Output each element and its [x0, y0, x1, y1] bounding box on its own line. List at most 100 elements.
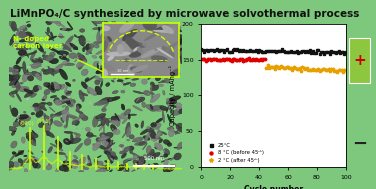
- Ellipse shape: [48, 85, 53, 90]
- 2 °C (after 45ᵗʰ): [267, 67, 271, 69]
- Ellipse shape: [171, 71, 174, 74]
- Ellipse shape: [174, 153, 181, 160]
- Ellipse shape: [158, 84, 164, 87]
- Ellipse shape: [164, 65, 170, 69]
- Ellipse shape: [136, 97, 140, 102]
- Ellipse shape: [79, 170, 84, 173]
- Ellipse shape: [11, 141, 17, 148]
- Ellipse shape: [19, 25, 27, 30]
- Ellipse shape: [120, 70, 123, 74]
- Ellipse shape: [32, 159, 38, 168]
- Ellipse shape: [67, 103, 73, 106]
- Ellipse shape: [137, 158, 144, 168]
- Ellipse shape: [66, 58, 69, 61]
- Ellipse shape: [129, 146, 134, 150]
- Ellipse shape: [111, 153, 115, 163]
- Ellipse shape: [105, 91, 109, 96]
- Ellipse shape: [171, 105, 181, 108]
- Ellipse shape: [20, 82, 23, 84]
- Ellipse shape: [86, 75, 88, 77]
- Ellipse shape: [92, 116, 98, 127]
- Ellipse shape: [144, 30, 164, 41]
- Ellipse shape: [127, 65, 130, 76]
- 25°C: [267, 50, 271, 52]
- Ellipse shape: [124, 88, 126, 90]
- Ellipse shape: [129, 128, 132, 132]
- Ellipse shape: [123, 53, 130, 59]
- Ellipse shape: [110, 158, 114, 162]
- Ellipse shape: [94, 44, 99, 48]
- Ellipse shape: [18, 115, 29, 119]
- Ellipse shape: [92, 141, 101, 150]
- Ellipse shape: [123, 28, 134, 33]
- Ellipse shape: [97, 161, 103, 167]
- Ellipse shape: [170, 121, 180, 127]
- Ellipse shape: [103, 61, 115, 66]
- Ellipse shape: [112, 65, 116, 73]
- 8 °C (before 45ᵗʰ): [222, 58, 227, 61]
- Ellipse shape: [122, 29, 138, 41]
- Ellipse shape: [70, 43, 78, 50]
- Ellipse shape: [148, 87, 149, 88]
- Ellipse shape: [126, 168, 129, 171]
- Ellipse shape: [31, 62, 41, 68]
- Ellipse shape: [21, 163, 24, 167]
- Ellipse shape: [111, 116, 117, 121]
- X-axis label: Cycle number: Cycle number: [244, 185, 303, 189]
- Ellipse shape: [117, 80, 123, 82]
- Ellipse shape: [111, 145, 113, 148]
- Ellipse shape: [51, 82, 54, 91]
- Ellipse shape: [49, 119, 53, 126]
- Ellipse shape: [11, 21, 17, 31]
- Ellipse shape: [129, 135, 134, 139]
- Ellipse shape: [136, 158, 143, 164]
- Ellipse shape: [163, 90, 165, 95]
- 8 °C (before 45ᵗʰ): [225, 58, 229, 60]
- Ellipse shape: [115, 40, 121, 45]
- Ellipse shape: [125, 50, 137, 58]
- Ellipse shape: [46, 18, 53, 25]
- Ellipse shape: [65, 82, 71, 86]
- Ellipse shape: [90, 18, 97, 26]
- 8 °C (before 45ᵗʰ): [218, 59, 222, 61]
- Ellipse shape: [13, 27, 19, 31]
- Ellipse shape: [161, 150, 165, 155]
- Ellipse shape: [124, 46, 132, 51]
- Ellipse shape: [175, 38, 183, 48]
- Ellipse shape: [52, 69, 56, 72]
- Ellipse shape: [133, 160, 141, 167]
- Ellipse shape: [105, 29, 118, 31]
- Ellipse shape: [21, 52, 24, 57]
- Ellipse shape: [150, 105, 153, 110]
- Ellipse shape: [158, 130, 162, 136]
- Ellipse shape: [65, 42, 72, 50]
- Ellipse shape: [17, 31, 19, 36]
- Ellipse shape: [65, 154, 67, 158]
- Ellipse shape: [66, 91, 72, 94]
- Text: 10 nm: 10 nm: [117, 69, 128, 73]
- 8 °C (before 45ᵗʰ): [200, 58, 205, 60]
- Ellipse shape: [62, 53, 66, 57]
- Ellipse shape: [146, 28, 150, 32]
- Ellipse shape: [48, 66, 54, 76]
- Ellipse shape: [23, 27, 27, 31]
- 8 °C (before 45ᵗʰ): [209, 59, 214, 61]
- Ellipse shape: [130, 66, 142, 73]
- Ellipse shape: [97, 156, 101, 158]
- Ellipse shape: [130, 83, 136, 87]
- Ellipse shape: [90, 82, 95, 85]
- Ellipse shape: [162, 132, 167, 135]
- Ellipse shape: [15, 115, 21, 122]
- Ellipse shape: [38, 57, 43, 63]
- Ellipse shape: [84, 139, 91, 145]
- Ellipse shape: [151, 29, 154, 32]
- Ellipse shape: [143, 143, 147, 150]
- Ellipse shape: [167, 165, 174, 172]
- Ellipse shape: [9, 69, 13, 71]
- Ellipse shape: [93, 19, 103, 24]
- Ellipse shape: [97, 121, 106, 127]
- Ellipse shape: [73, 155, 78, 159]
- Ellipse shape: [76, 109, 79, 112]
- Ellipse shape: [44, 89, 50, 95]
- Ellipse shape: [8, 18, 14, 29]
